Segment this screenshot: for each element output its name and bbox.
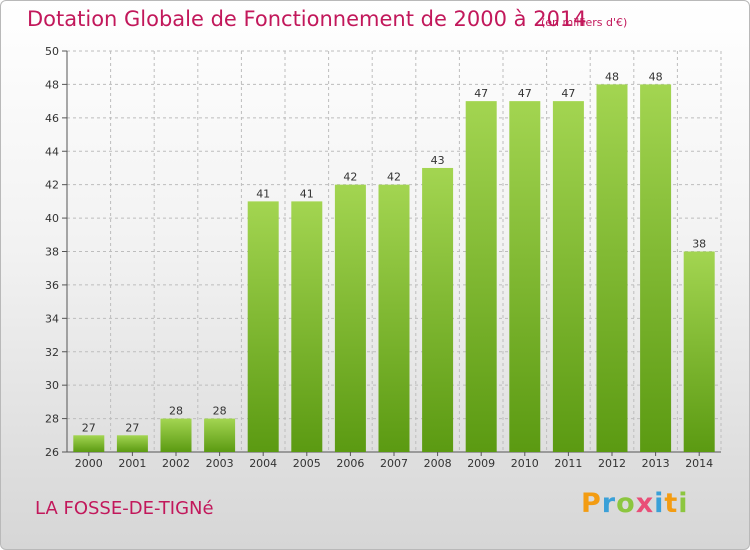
bar bbox=[465, 101, 497, 452]
x-tick-label: 2011 bbox=[554, 457, 582, 470]
x-tick-label: 2003 bbox=[206, 457, 234, 470]
x-tick-label: 2014 bbox=[685, 457, 713, 470]
x-tick-label: 2002 bbox=[162, 457, 190, 470]
bar bbox=[334, 184, 366, 452]
y-tick-label: 36 bbox=[45, 279, 59, 292]
bar bbox=[596, 84, 628, 453]
bar-chart: 26 28 30 32 34 36 38 40 42 44 46 48 50 27 2000 27 2001 28… bbox=[45, 45, 722, 470]
bar-value-label: 41 bbox=[300, 187, 314, 200]
bar-value-label: 48 bbox=[605, 70, 619, 83]
bar-value-label: 38 bbox=[692, 238, 706, 251]
bar bbox=[291, 201, 323, 452]
bar bbox=[73, 435, 105, 452]
y-tick-label: 30 bbox=[45, 379, 59, 392]
y-tick-label: 42 bbox=[45, 179, 59, 192]
logo-letter: i bbox=[678, 488, 689, 519]
bar-value-label: 47 bbox=[518, 87, 532, 100]
bar bbox=[552, 101, 584, 452]
bar-value-label: 41 bbox=[256, 187, 270, 200]
chart-subtitle: (en milliers d'€) bbox=[541, 16, 628, 29]
x-tick-label: 2009 bbox=[467, 457, 495, 470]
bar bbox=[160, 418, 192, 452]
bar bbox=[683, 251, 715, 452]
bar-value-label: 28 bbox=[169, 405, 183, 418]
y-tick-label: 40 bbox=[45, 212, 59, 225]
x-tick-label: 2004 bbox=[249, 457, 277, 470]
bar bbox=[247, 201, 279, 452]
logo-letter: P bbox=[581, 488, 602, 519]
bar-value-label: 43 bbox=[431, 154, 445, 167]
bar bbox=[640, 84, 672, 453]
logo-letter: o bbox=[616, 488, 636, 519]
y-tick-label: 46 bbox=[45, 112, 59, 125]
proxiti-logo: Proxiti bbox=[581, 488, 689, 519]
bar bbox=[116, 435, 148, 452]
bar-value-label: 47 bbox=[474, 87, 488, 100]
bar-value-label: 27 bbox=[82, 421, 96, 434]
bar-value-label: 28 bbox=[213, 405, 227, 418]
logo-letter: x bbox=[635, 488, 655, 519]
logo-letter: t bbox=[664, 488, 679, 519]
y-tick-label: 34 bbox=[45, 312, 59, 325]
labels: 26 28 30 32 34 36 38 40 42 44 46 48 50 27 2000 27 2001 28… bbox=[45, 45, 713, 470]
y-tick-label: 26 bbox=[45, 446, 59, 459]
town-name: LA FOSSE-DE-TIGNé bbox=[35, 498, 214, 519]
bar-value-label: 47 bbox=[561, 87, 575, 100]
chart-title: Dotation Globale de Fonctionnement de 20… bbox=[27, 7, 587, 31]
y-tick-label: 48 bbox=[45, 78, 59, 91]
y-tick-label: 50 bbox=[45, 45, 59, 58]
x-tick-label: 2006 bbox=[336, 457, 364, 470]
x-tick-label: 2008 bbox=[424, 457, 452, 470]
bar-value-label: 48 bbox=[649, 70, 663, 83]
bar bbox=[204, 418, 236, 452]
bar-value-label: 42 bbox=[387, 171, 401, 184]
x-tick-label: 2000 bbox=[75, 457, 103, 470]
x-tick-label: 2013 bbox=[642, 457, 670, 470]
x-tick-label: 2010 bbox=[511, 457, 539, 470]
logo-letter: r bbox=[601, 488, 617, 519]
x-tick-label: 2001 bbox=[118, 457, 146, 470]
y-tick-label: 38 bbox=[45, 246, 59, 259]
bar-value-label: 27 bbox=[125, 421, 139, 434]
y-tick-label: 44 bbox=[45, 145, 59, 158]
bar bbox=[509, 101, 541, 452]
x-tick-label: 2005 bbox=[293, 457, 321, 470]
bars bbox=[73, 84, 715, 453]
logo-letter: i bbox=[654, 488, 665, 519]
y-tick-label: 28 bbox=[45, 413, 59, 426]
x-tick-label: 2007 bbox=[380, 457, 408, 470]
x-tick-label: 2012 bbox=[598, 457, 626, 470]
bar bbox=[422, 167, 454, 453]
bar bbox=[378, 184, 410, 452]
bar-value-label: 42 bbox=[343, 171, 357, 184]
y-tick-label: 32 bbox=[45, 346, 59, 359]
